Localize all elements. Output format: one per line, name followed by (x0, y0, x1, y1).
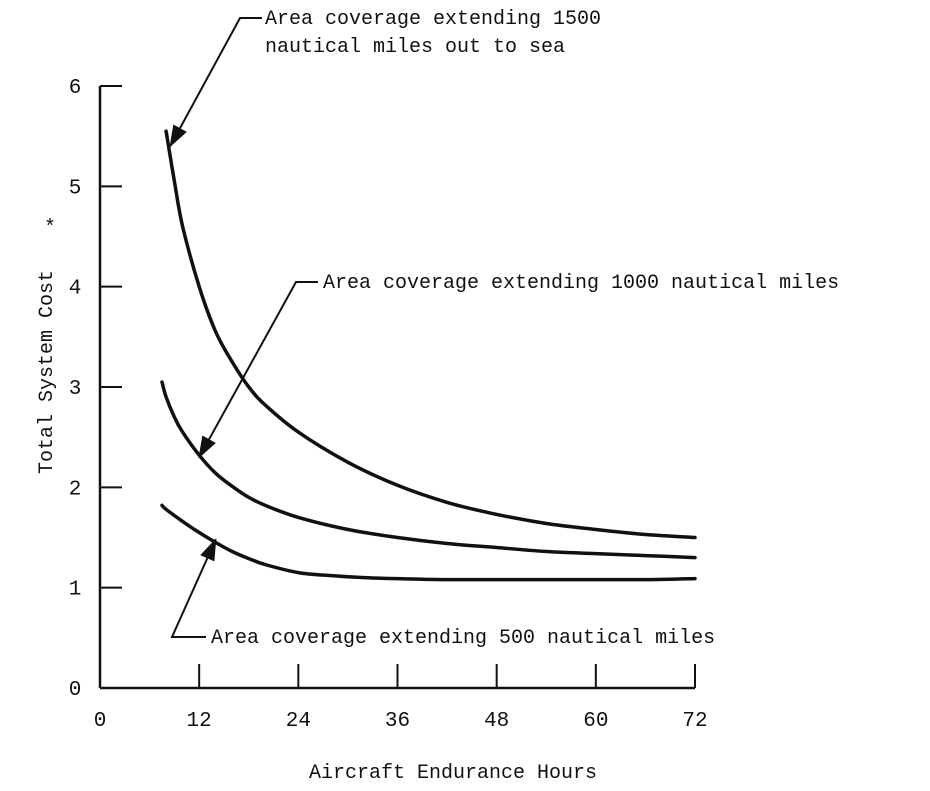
annotation-1: Area coverage extending 1500 nautical mil… (169, 8, 601, 148)
x-tick-label: 72 (682, 710, 707, 733)
annotations: Area coverage extending 1500 nautical mil… (169, 8, 839, 650)
x-tick-label: 60 (583, 710, 608, 733)
y-tick-label: 1 (69, 579, 82, 602)
x-tick-label: 48 (484, 710, 509, 733)
y-tick-label: 2 (69, 478, 82, 501)
y-axis-title-marker: * (44, 217, 56, 240)
y-axis-title: Total System Cost (36, 270, 59, 474)
y-axis-ticks: 0 1 2 3 4 5 6 (69, 77, 122, 702)
annotation-arrowhead-2 (198, 435, 216, 459)
x-tick-label: 36 (385, 710, 410, 733)
y-tick-label: 5 (69, 177, 82, 200)
series-line-1 (164, 129, 697, 540)
annotation-3: Area coverage extending 500 nautical mil… (170, 538, 715, 650)
annotation-arrowhead-3 (200, 538, 217, 562)
annotation-2: Area coverage extending 1000 nautical mi… (198, 272, 839, 459)
y-axis-title-text: Total System Cost (36, 270, 59, 474)
annotation-text: Area coverage extending 1000 nautical mi… (323, 272, 839, 295)
annotation-text: nautical miles out to sea (265, 36, 565, 59)
y-tick-label: 0 (69, 679, 82, 702)
x-axis-title: Aircraft Endurance Hours (309, 762, 597, 785)
series-line-3 (160, 503, 697, 582)
x-tick-label: 12 (187, 710, 212, 733)
annotation-leader-1 (169, 17, 262, 147)
x-tick-label: 0 (94, 710, 107, 733)
series-curves (160, 129, 697, 582)
annotation-text: Area coverage extending 1500 (265, 8, 601, 31)
y-tick-label: 4 (69, 278, 82, 301)
annotation-text: Area coverage extending 500 nautical mil… (211, 627, 715, 650)
x-tick-label: 24 (286, 710, 311, 733)
y-tick-label: 3 (69, 378, 82, 401)
series-line-2 (160, 380, 697, 560)
y-tick-label: 6 (69, 77, 82, 100)
annotation-leader-2 (198, 281, 318, 458)
annotation-leader-3 (170, 539, 217, 638)
svg-text:Total System Cost: Total System Cost (36, 270, 59, 474)
annotation-arrowhead-1 (169, 124, 187, 148)
x-axis-ticks: 0 12 24 36 48 60 72 (94, 664, 708, 733)
